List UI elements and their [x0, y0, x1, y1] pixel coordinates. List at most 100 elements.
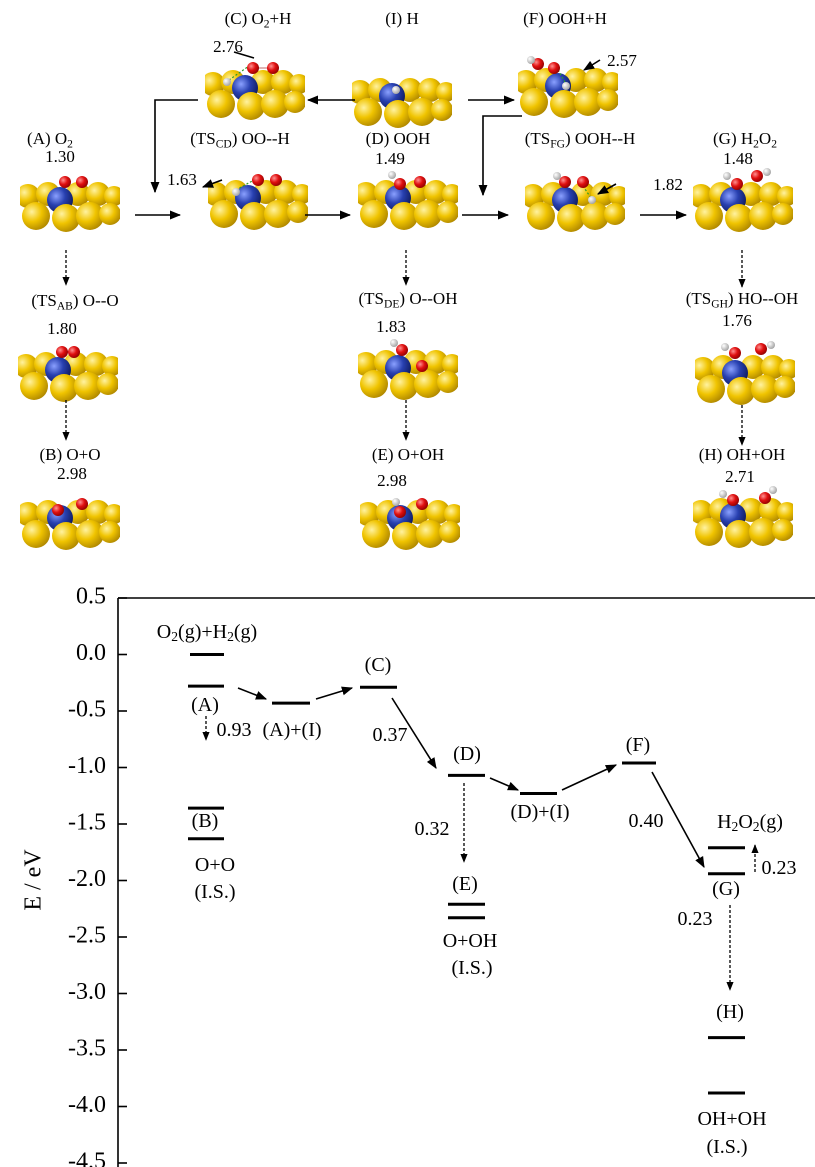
label-part: (H) — [716, 1001, 744, 1023]
annotation: (C) — [365, 654, 392, 676]
distance-label: 1.83 — [376, 317, 406, 336]
annotation: (H) — [716, 1001, 744, 1023]
label-part: O — [759, 129, 771, 148]
distance-label: 1.80 — [47, 319, 77, 338]
atom — [388, 171, 396, 179]
label-part: (C) — [365, 654, 392, 676]
label-part: ) OO--H — [232, 129, 290, 148]
label-part: (F) OOH+H — [523, 9, 607, 28]
label-part: (E) — [452, 873, 478, 895]
y-tick-label: 0.0 — [76, 640, 106, 666]
slab — [691, 355, 799, 405]
atom — [588, 196, 596, 204]
annotation: O2(g)+H2(g) — [157, 621, 257, 645]
slab — [689, 182, 797, 232]
label-part: (A) O — [27, 129, 67, 148]
y-tick-label: -4.5 — [68, 1149, 106, 1167]
arrow — [238, 688, 266, 699]
label-part: 0.93 — [217, 719, 252, 741]
y-tick-label: -1.0 — [68, 753, 106, 779]
atom — [76, 176, 88, 188]
distance-label: 1.49 — [375, 149, 405, 168]
slab — [201, 70, 309, 120]
annotation: 0.37 — [373, 724, 408, 746]
y-axis-label: E / eV — [21, 849, 47, 911]
atom — [267, 62, 279, 74]
distance-label: 1.48 — [723, 149, 753, 168]
atom — [767, 341, 775, 349]
label-part: (TS — [31, 291, 57, 310]
slab — [16, 500, 124, 550]
label-part: 0.23 — [762, 857, 797, 879]
atom — [416, 498, 428, 510]
label-part: (I.S.) — [451, 957, 492, 979]
distance-label: 1.76 — [722, 311, 752, 330]
label-part: (F) — [626, 734, 650, 756]
subscript: AB — [57, 299, 73, 312]
structure-g — [689, 168, 797, 232]
annotation: (D)+(I) — [510, 801, 569, 823]
atom — [392, 498, 400, 506]
atom — [394, 178, 406, 190]
label-part: OH+OH — [697, 1108, 766, 1130]
label-part: (C) O — [225, 9, 264, 28]
annotation: 0.40 — [629, 810, 664, 832]
label-part: ) HO--OH — [728, 289, 798, 308]
label-part: (A) — [191, 694, 219, 716]
atom — [759, 492, 771, 504]
label-part: (I) H — [385, 9, 419, 28]
label-part: (I.S.) — [194, 881, 235, 903]
annotation: OH+OH — [697, 1108, 766, 1130]
structure-f — [514, 56, 622, 118]
label-part: (I.S.) — [706, 1136, 747, 1158]
slab — [354, 180, 462, 230]
atom — [769, 486, 777, 494]
label-part: ) O--OH — [399, 289, 457, 308]
distance-label: 2.76 — [213, 37, 243, 56]
arrow — [562, 765, 616, 790]
structure-label: (H) OH+OH — [699, 445, 786, 464]
annotation: 0.32 — [415, 818, 450, 840]
label-part: (A)+(I) — [262, 719, 321, 741]
atom — [562, 82, 570, 90]
atom — [548, 62, 560, 74]
structure-ts-cd — [204, 174, 312, 230]
annotation: O+O — [195, 854, 235, 876]
slab — [16, 182, 124, 232]
label-part: (D)+(I) — [510, 801, 569, 823]
atom — [727, 494, 739, 506]
atom — [390, 339, 398, 347]
atom — [577, 176, 589, 188]
label-part: 0.23 — [678, 908, 713, 930]
atom — [232, 188, 240, 196]
annotation: (I.S.) — [451, 957, 492, 979]
slab — [514, 68, 622, 118]
atom — [729, 347, 741, 359]
label-part: (B) — [192, 810, 219, 832]
atom — [723, 172, 731, 180]
y-tick-label: -0.5 — [68, 697, 106, 723]
annotation: (G) — [712, 878, 740, 900]
label-part: 0.32 — [415, 818, 450, 840]
annotation: 0.23 — [678, 908, 713, 930]
arrow — [483, 116, 522, 195]
arrow — [316, 688, 352, 699]
atom — [252, 174, 264, 186]
distance-label: 2.98 — [377, 471, 407, 490]
structure-label: (G) H2O2 — [713, 129, 777, 150]
structure-label: (TSDE) O--OH — [359, 289, 458, 310]
y-tick-label: -4.0 — [68, 1092, 106, 1118]
atom — [721, 343, 729, 351]
label-part: O — [157, 621, 171, 643]
atom — [396, 344, 408, 356]
label-part: (E) O+OH — [372, 445, 444, 464]
label-part: (H) OH+OH — [699, 445, 786, 464]
slab — [689, 498, 797, 548]
structure-label: (TSCD) OO--H — [190, 129, 290, 150]
structure-ts-de — [354, 339, 462, 400]
label-part: (D) — [453, 743, 481, 765]
atom — [223, 78, 231, 86]
structure-ts-gh — [691, 341, 799, 405]
label-part: O+O — [195, 854, 235, 876]
atom — [247, 62, 259, 74]
